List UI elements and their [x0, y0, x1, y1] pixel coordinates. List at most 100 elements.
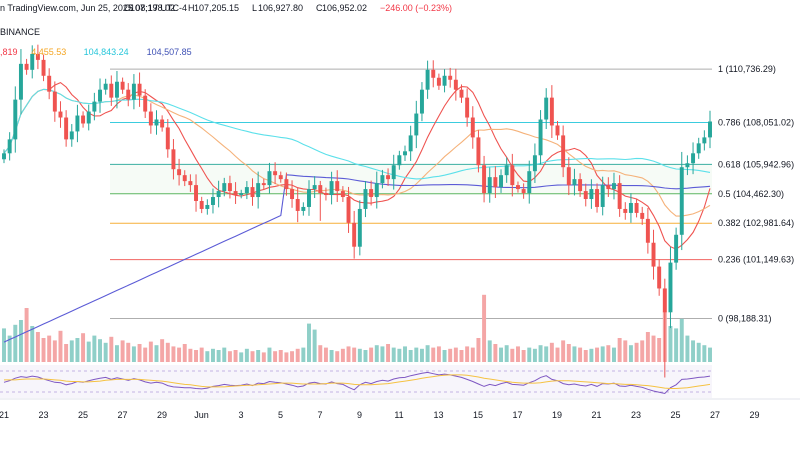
volume-bar — [30, 326, 35, 362]
volume-bar — [222, 347, 227, 362]
volume-bar — [227, 351, 232, 362]
candle-body — [216, 191, 221, 198]
candle — [419, 82, 424, 122]
candle-body — [267, 171, 272, 186]
candle-body — [549, 97, 554, 126]
candle-body — [403, 151, 407, 156]
volume-bar — [397, 348, 402, 362]
candle — [267, 162, 272, 194]
volume-bar — [199, 347, 204, 362]
candle — [318, 180, 323, 221]
volume-bar — [595, 347, 600, 362]
candle-body — [482, 165, 487, 194]
fib-label-0.5: 0.5 (104,462.30) — [718, 189, 784, 199]
candle-body — [674, 234, 679, 263]
candle — [685, 155, 690, 176]
volume-bar — [103, 342, 108, 362]
volume-bar — [476, 338, 481, 362]
candle-body — [261, 183, 266, 186]
candle — [549, 85, 554, 138]
ohlc-value: 106,927.80 — [258, 3, 303, 13]
candle-body — [595, 189, 600, 207]
volume-bar — [346, 346, 351, 362]
ma-legend-value: 104,507.85 — [147, 47, 192, 57]
candle-body — [18, 63, 23, 100]
volume-bar — [459, 350, 464, 362]
candle-body — [499, 175, 504, 188]
volume-bar — [340, 348, 345, 362]
time-axis[interactable]: 21 23 25 27 29 Jun 3 5 7 9 11 13 15 17 19 21 23 25 27 29 — [0, 410, 760, 420]
candle-body — [131, 83, 136, 100]
volume-bar — [250, 351, 255, 362]
candle — [561, 125, 566, 178]
volume-bar — [679, 318, 684, 362]
candle — [493, 166, 498, 198]
candle-body — [69, 131, 74, 140]
volume-bar — [148, 341, 153, 362]
candle — [363, 180, 368, 218]
volume-bar — [544, 346, 549, 362]
candle — [504, 157, 509, 183]
candle-body — [24, 63, 29, 70]
x-tick-label: 21 — [591, 410, 601, 420]
volume-bar — [589, 348, 594, 362]
volume-bar — [239, 352, 244, 362]
volume-bar — [504, 345, 509, 362]
candle-body — [555, 125, 560, 136]
candle-body — [160, 119, 165, 128]
volume-bar — [24, 308, 29, 362]
candle — [250, 178, 255, 206]
ma-legend-value: 104,843.24 — [84, 47, 129, 57]
volume-bar — [600, 346, 605, 362]
candle-body — [323, 193, 328, 196]
candle-body — [205, 204, 210, 209]
ma-long-line — [3, 174, 711, 343]
candle-body — [414, 113, 419, 136]
candle-body — [487, 177, 492, 194]
candle-body — [600, 185, 605, 207]
volume-bar — [583, 350, 588, 362]
x-tick-label: 27 — [117, 410, 127, 420]
candle-body — [504, 165, 509, 176]
rsi-pane[interactable] — [0, 365, 800, 400]
candle — [81, 111, 86, 128]
candle — [397, 150, 402, 170]
candle-body — [651, 242, 656, 267]
candle-body — [256, 183, 261, 198]
ma-slow-line — [3, 88, 711, 180]
candle-body — [696, 143, 701, 154]
candle-body — [278, 175, 283, 180]
volume-bar — [640, 340, 645, 362]
candle-body — [312, 185, 317, 190]
candle-body — [290, 189, 295, 200]
ohlc-l: L — [252, 3, 257, 13]
volume-bar — [442, 350, 447, 362]
candle-body — [640, 212, 645, 219]
candle — [482, 155, 487, 203]
candle-body — [148, 111, 153, 126]
candle-body — [114, 81, 119, 98]
candle-body — [244, 187, 249, 194]
candle — [628, 193, 633, 223]
volume-bar — [58, 330, 63, 362]
candle-body — [515, 185, 520, 190]
ohlc-value: 107,198.02 — [130, 3, 175, 13]
candle-body — [143, 95, 148, 112]
volume-bar — [515, 346, 520, 362]
candle — [521, 183, 526, 199]
candle — [182, 170, 187, 187]
candle — [278, 171, 283, 183]
candle-body — [120, 81, 125, 90]
volume-bar — [532, 348, 537, 362]
candle-body — [171, 149, 176, 170]
candle — [244, 181, 249, 200]
candle — [595, 183, 600, 213]
candle-body — [470, 117, 475, 138]
candle — [199, 196, 204, 214]
candle — [165, 119, 170, 158]
candle — [623, 202, 628, 220]
candle-body — [578, 179, 583, 192]
candle — [13, 86, 18, 153]
candle-body — [465, 97, 470, 118]
